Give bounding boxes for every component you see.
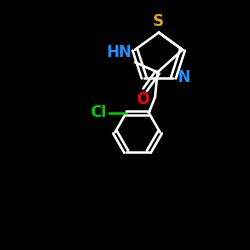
Text: S: S <box>153 14 164 29</box>
Text: HN: HN <box>107 45 132 60</box>
Text: Cl: Cl <box>90 105 106 120</box>
Text: N: N <box>177 70 190 85</box>
Text: O: O <box>136 92 149 107</box>
